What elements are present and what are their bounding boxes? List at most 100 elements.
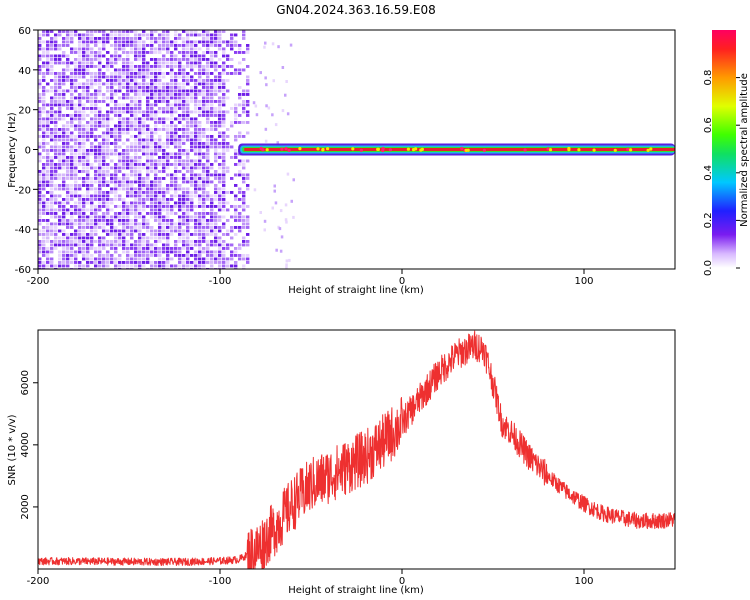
heatmap-cell	[42, 100, 46, 103]
heatmap-cell	[166, 222, 170, 226]
heatmap-cell	[86, 86, 90, 89]
heatmap-cell	[206, 47, 210, 51]
heatmap-cell	[134, 89, 138, 93]
heatmap-cell	[126, 37, 130, 40]
heatmap-cell	[78, 229, 82, 233]
heatmap-cell	[194, 30, 198, 33]
heatmap-cell	[74, 86, 78, 89]
heatmap-cell	[210, 180, 214, 184]
heatmap-cell	[174, 86, 178, 89]
heatmap-cell	[150, 44, 154, 47]
heatmap-cell	[222, 149, 226, 152]
heatmap-cell	[94, 103, 98, 107]
heatmap-cell	[234, 198, 238, 201]
heatmap-cell	[158, 180, 162, 184]
heatmap-y-tick-label: 20	[18, 106, 31, 117]
heatmap-cell	[54, 173, 58, 177]
heatmap-cell	[242, 100, 246, 103]
heatmap-cell	[154, 187, 158, 191]
heatmap-cell	[106, 68, 110, 72]
heatmap-cell	[218, 96, 222, 100]
heatmap-cell	[162, 124, 166, 128]
heatmap-cell	[146, 128, 150, 131]
heatmap-cell	[202, 33, 206, 37]
heatmap-cell	[162, 117, 166, 121]
heatmap-cell	[82, 72, 86, 75]
heatmap-cell	[46, 166, 50, 170]
heatmap-cell	[146, 240, 150, 243]
heatmap-cell	[118, 89, 122, 93]
heatmap-cell	[242, 191, 246, 194]
heatmap-cell	[230, 254, 234, 257]
heatmap-cell	[94, 96, 98, 100]
heatmap-cell	[94, 177, 98, 180]
heatmap-cell	[106, 96, 110, 100]
heatmap-cell	[82, 201, 86, 205]
heatmap-cell	[130, 166, 134, 170]
heatmap-cell	[146, 89, 150, 93]
heatmap-cell	[46, 128, 50, 131]
heatmap-cell	[106, 261, 110, 264]
heatmap-cell	[38, 68, 42, 72]
heatmap-cell	[162, 222, 166, 226]
heatmap-cell	[86, 250, 90, 254]
heatmap-cell	[186, 208, 190, 212]
heatmap-cell	[130, 121, 134, 124]
heatmap-cell	[214, 198, 218, 201]
heatmap-cell	[130, 40, 134, 44]
heatmap-cell	[246, 103, 250, 107]
heatmap-cell	[118, 229, 122, 233]
heatmap-cell	[146, 107, 150, 110]
snr-x-tick-label: -100	[209, 576, 232, 587]
heatmap-cell	[178, 215, 182, 219]
heatmap-cell	[222, 198, 226, 201]
heatmap-cell	[150, 149, 154, 152]
heatmap-cell	[162, 257, 166, 261]
heatmap-cell	[54, 198, 58, 201]
heatmap-cell	[114, 128, 118, 131]
heatmap-cell	[218, 124, 222, 128]
heatmap-cell	[114, 212, 118, 215]
heatmap-cell	[170, 82, 174, 86]
heatmap-cell	[170, 187, 174, 191]
heatmap-cell	[218, 205, 222, 208]
heatmap-cell	[122, 110, 126, 114]
heatmap-cell	[138, 187, 142, 191]
heatmap-cell	[82, 247, 86, 250]
heatmap-cell	[94, 65, 98, 68]
heatmap-cell	[118, 79, 122, 82]
heatmap-cell	[154, 131, 158, 135]
heatmap-cell	[54, 131, 58, 135]
heatmap-cell	[210, 89, 214, 93]
heatmap-cell	[182, 173, 186, 177]
heatmap-cell	[214, 222, 218, 226]
heatmap-cell	[114, 247, 118, 250]
heatmap-cell	[58, 184, 62, 187]
heatmap-cell	[42, 103, 46, 107]
heatmap-cell	[154, 75, 158, 79]
heatmap-cell	[198, 138, 202, 142]
heatmap-cell	[78, 47, 82, 51]
heatmap-cell	[70, 121, 74, 124]
heatmap-cell	[66, 37, 70, 40]
heatmap-cell	[122, 184, 126, 187]
heatmap-cell	[190, 124, 194, 128]
heatmap-cell	[158, 47, 162, 51]
heatmap-cell	[142, 201, 146, 205]
heatmap-cell	[190, 54, 194, 58]
heatmap-cell	[222, 194, 226, 198]
heatmap-cell	[94, 233, 98, 236]
heatmap-cell	[182, 166, 186, 170]
heatmap-cell	[62, 72, 66, 75]
heatmap-cell	[210, 135, 214, 138]
heatmap-cell	[42, 236, 46, 240]
heatmap-cell	[54, 44, 58, 47]
heatmap-cell	[62, 128, 66, 131]
heatmap-cell	[210, 229, 214, 233]
heatmap-cell	[134, 58, 138, 61]
heatmap-cell	[230, 205, 234, 208]
heatmap-cell	[206, 180, 210, 184]
heatmap-cell	[210, 240, 214, 243]
heatmap-cell	[142, 40, 146, 44]
heatmap-cell	[170, 135, 174, 138]
